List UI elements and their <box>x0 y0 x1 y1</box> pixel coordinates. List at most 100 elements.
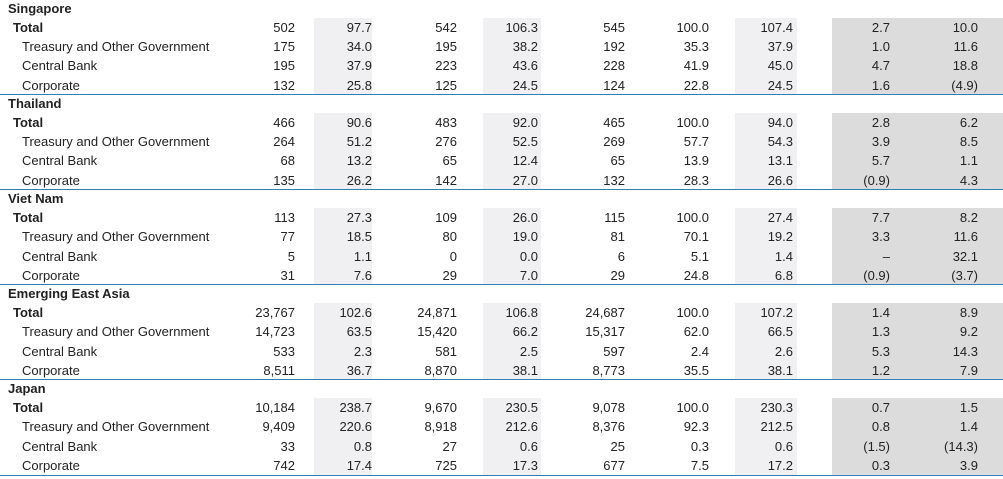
shade <box>832 112 1003 191</box>
shade <box>483 207 541 286</box>
cell: 132 <box>603 172 625 188</box>
cell: 19.2 <box>767 229 793 245</box>
cell: 135 <box>273 172 295 188</box>
cell: 106.3 <box>505 19 538 35</box>
cell: 90.6 <box>346 114 372 130</box>
cell: 1.3 <box>871 324 890 340</box>
cell: 8,918 <box>424 419 457 435</box>
cell: 725 <box>435 458 457 474</box>
cell: (4.9) <box>951 77 978 93</box>
cell: 23,767 <box>255 304 295 320</box>
cell: 52.5 <box>512 134 538 149</box>
row-label: Central Bank <box>22 153 98 169</box>
cell: 0.0 <box>519 248 538 264</box>
cell: 14,723 <box>255 324 295 340</box>
cell: 37.9 <box>767 38 793 54</box>
cell: 0.3 <box>871 458 890 474</box>
cell: 1.4 <box>959 419 978 435</box>
cell: 223 <box>435 58 457 74</box>
row-label: Corporate <box>22 458 80 474</box>
cell: 65 <box>442 153 457 169</box>
cell: 238.7 <box>339 399 372 415</box>
cell: 8,376 <box>592 419 625 435</box>
cell: 132 <box>273 77 295 93</box>
cell: 24,687 <box>585 304 625 320</box>
cell: 1.6 <box>871 77 890 93</box>
row-label: Corporate <box>22 77 80 93</box>
cell: 9,670 <box>424 399 457 415</box>
cell: 8.2 <box>959 209 978 225</box>
row-label: Central Bank <box>22 248 98 264</box>
shade <box>483 397 541 476</box>
cell: 13.9 <box>683 153 709 169</box>
cell: 27.0 <box>512 172 538 188</box>
shade <box>832 302 1003 381</box>
cell: 26.0 <box>512 209 538 225</box>
cell: 8,870 <box>424 363 457 378</box>
section-title: Singapore <box>8 1 72 16</box>
shade <box>832 17 1003 96</box>
cell: 54.3 <box>767 134 793 149</box>
cell: 100.0 <box>676 304 709 320</box>
cell: 228 <box>603 58 625 74</box>
cell: 13.1 <box>767 153 793 169</box>
cell: 195 <box>435 38 457 54</box>
cell: 0.8 <box>871 419 890 435</box>
cell: 36.7 <box>346 363 372 378</box>
row-label: Treasury and Other Government <box>22 38 210 54</box>
shade <box>483 112 541 191</box>
row-label: Central Bank <box>22 343 98 359</box>
cell: 0.8 <box>353 438 372 454</box>
cell: 502 <box>273 19 295 35</box>
cell: 38.1 <box>512 363 538 378</box>
cell: 1.0 <box>871 38 890 54</box>
row-label: Corporate <box>22 172 80 188</box>
cell: 3.9 <box>959 458 978 474</box>
cell: 2.7 <box>871 19 890 35</box>
cell: 6 <box>617 248 625 264</box>
cell: 0.7 <box>871 399 890 415</box>
separator <box>0 379 1003 381</box>
row-label: Central Bank <box>22 58 98 74</box>
cell: (1.5) <box>863 438 890 454</box>
cell: 6.8 <box>774 267 793 283</box>
cell: 545 <box>603 19 625 35</box>
cell: 10,184 <box>255 399 295 415</box>
cell: 7.5 <box>690 458 709 474</box>
cell: 220.6 <box>339 419 372 435</box>
cell: 142 <box>435 172 457 188</box>
cell: 542 <box>435 19 457 35</box>
shade <box>735 112 797 191</box>
cell: 533 <box>273 343 295 359</box>
cell: 57.7 <box>683 134 709 149</box>
cell: 100.0 <box>676 399 709 415</box>
cell: 269 <box>603 134 625 149</box>
shade <box>832 397 1003 476</box>
cell: 5.7 <box>871 153 890 169</box>
cell: 17.3 <box>512 458 538 474</box>
cell: 4.7 <box>871 58 890 74</box>
shade <box>832 207 1003 286</box>
cell: 5.1 <box>690 248 709 264</box>
section-title: Japan <box>8 381 46 397</box>
cell: 2.3 <box>353 343 372 359</box>
cell: 7.0 <box>519 267 538 283</box>
cell: 97.7 <box>346 19 372 35</box>
cell: – <box>882 248 890 264</box>
cell: 66.2 <box>512 324 538 340</box>
row-label: Central Bank <box>22 438 98 454</box>
cell: 113 <box>274 209 295 225</box>
cell: 5.3 <box>871 343 890 359</box>
cell: 465 <box>603 114 625 130</box>
shade <box>314 207 372 286</box>
cell: 38.2 <box>512 38 538 54</box>
cell: 66.5 <box>767 324 793 340</box>
cell: 80 <box>442 229 457 245</box>
cell: 2.4 <box>690 343 709 359</box>
cell: 9,409 <box>262 419 295 435</box>
cell: 41.9 <box>683 58 709 74</box>
cell: 45.0 <box>767 58 793 74</box>
cell: 100.0 <box>676 114 709 130</box>
cell: 35.5 <box>683 363 709 378</box>
cell: 2.5 <box>519 343 538 359</box>
